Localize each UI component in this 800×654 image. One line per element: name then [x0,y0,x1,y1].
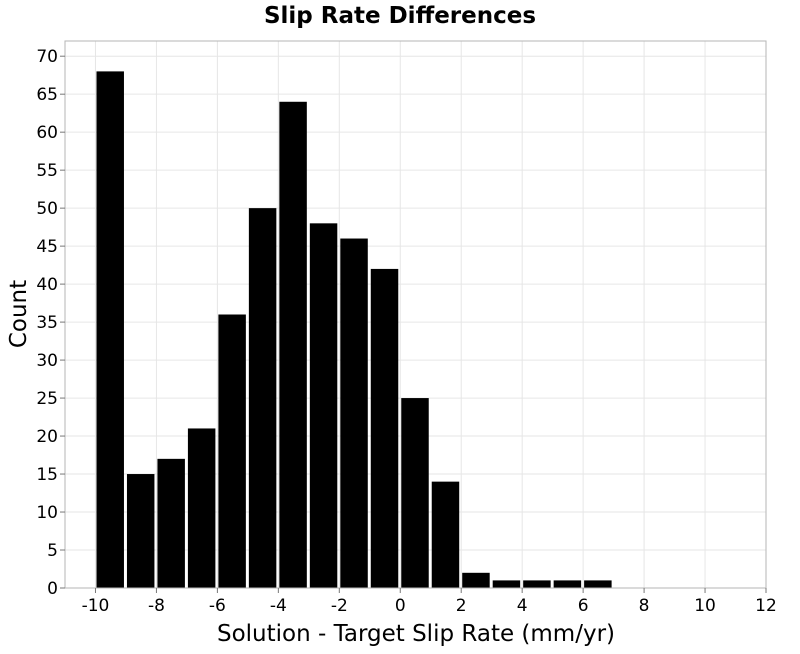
x-tick-label: 4 [517,596,528,616]
histogram-bar [218,314,246,588]
y-tick-label: 60 [36,123,58,143]
histogram-bar [431,481,460,588]
histogram-bar [370,268,399,588]
y-axis-ticks: 0 5 10 15 20 25 30 35 40 45 50 55 60 65 70 [36,47,65,599]
y-tick-label: 55 [36,161,58,181]
plot-frame [64,40,767,589]
y-tick-label: 15 [36,465,58,485]
x-tick-label: 8 [639,596,650,616]
histogram-bar [340,238,368,588]
x-tick-label: 10 [694,596,716,616]
histogram-bar [462,572,490,588]
histogram-bar [401,398,429,588]
x-tick-label: -6 [209,596,226,616]
histogram-bar [492,580,521,588]
bars [96,71,612,589]
x-tick-label: -10 [82,596,110,616]
y-tick-label: 20 [36,427,58,447]
histogram-bar [126,474,155,588]
y-tick-label: 65 [36,85,58,105]
x-tick-label: 0 [395,596,406,616]
histogram-bar [248,208,277,588]
x-tick-label: -2 [331,596,348,616]
x-axis-label: Solution - Target Slip Rate (mm/yr) [217,621,615,647]
y-tick-label: 30 [36,351,58,371]
x-tick-label: 6 [578,596,589,616]
histogram-bar [553,580,582,588]
y-tick-label: 35 [36,313,58,333]
y-tick-label: 70 [36,47,58,67]
y-tick-label: 0 [47,579,58,599]
histogram-bar [157,458,185,588]
x-tick-label: -4 [270,596,287,616]
y-axis-label: Count [6,280,32,348]
histogram-bar [584,580,612,588]
histogram-bar [523,580,551,588]
y-tick-label: 25 [36,389,58,409]
x-tick-label: 2 [456,596,467,616]
x-tick-label: -8 [148,596,165,616]
y-tick-label: 40 [36,275,58,295]
y-tick-label: 10 [36,503,58,523]
chart-title: Slip Rate Differences [264,3,536,29]
y-tick-label: 5 [47,541,58,561]
y-tick-label: 50 [36,199,58,219]
histogram-bar [187,428,216,588]
histogram-bar [279,101,307,589]
x-tick-label: 12 [755,596,777,616]
x-axis-ticks: -10 -8 -6 -4 -2 0 2 4 6 8 10 12 [82,588,777,616]
histogram-bar [96,71,124,588]
y-tick-label: 45 [36,237,58,257]
histogram-bar [309,223,338,589]
